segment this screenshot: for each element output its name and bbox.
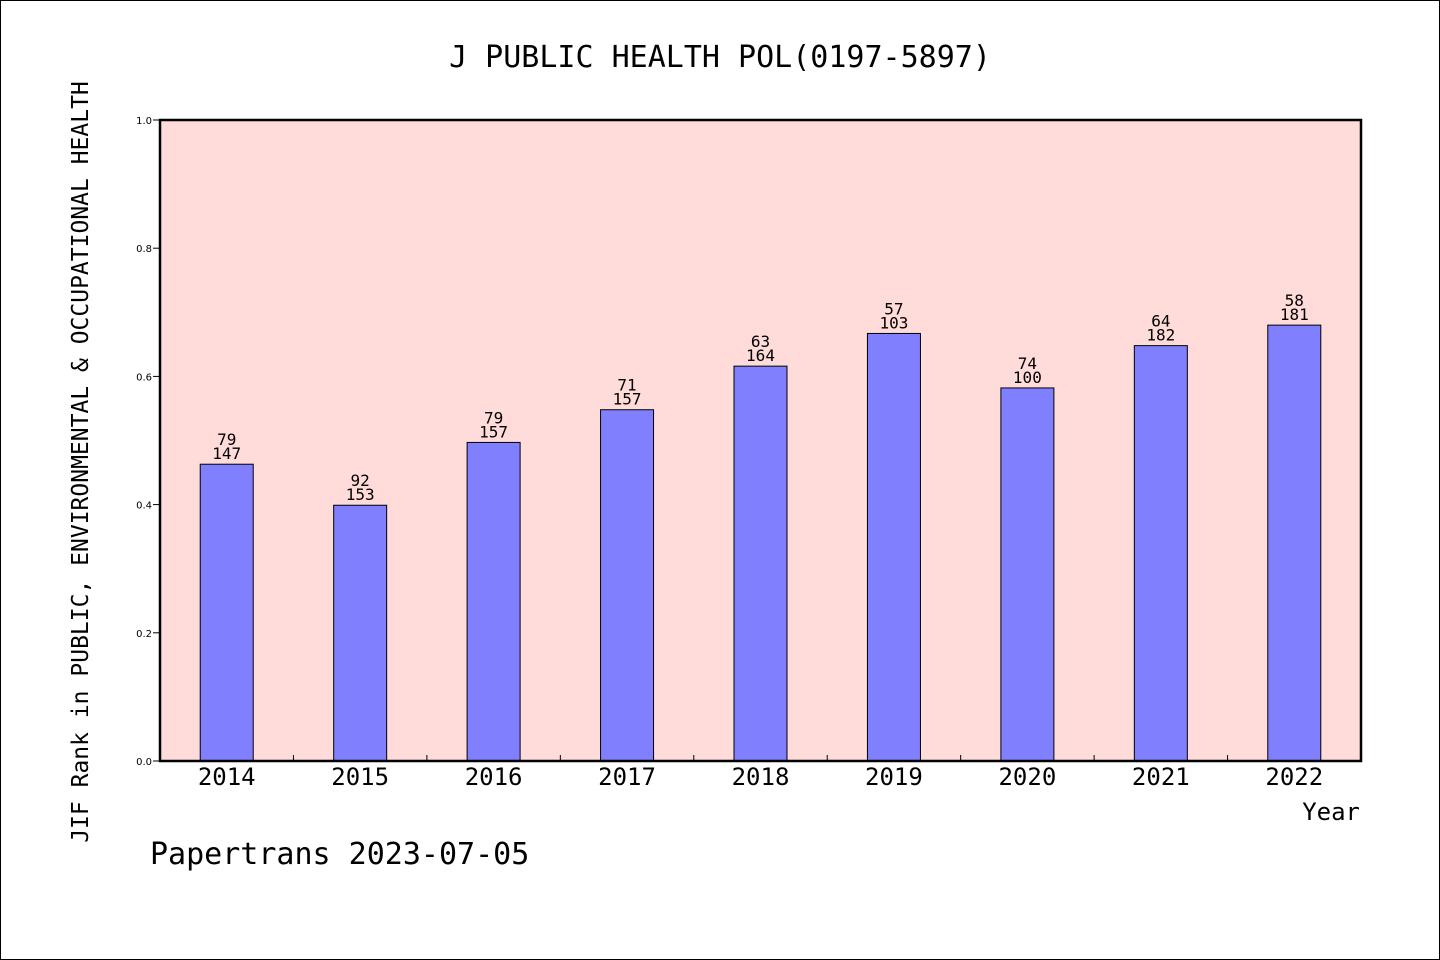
bar-total-label: 153 bbox=[346, 485, 375, 504]
chart-title: J PUBLIC HEALTH POL(0197-5897) bbox=[449, 40, 991, 75]
x-tick-label: 2017 bbox=[598, 763, 656, 791]
bar-total-label: 157 bbox=[479, 422, 508, 441]
bar-rank-label: 74 bbox=[1018, 354, 1037, 373]
x-tick-label: 2014 bbox=[198, 763, 256, 791]
y-tick-label: 0.2 bbox=[136, 629, 152, 640]
x-tick-label: 2022 bbox=[1265, 763, 1323, 791]
plot-border bbox=[158, 118, 1363, 763]
bar-total-label: 181 bbox=[1280, 305, 1309, 324]
x-tick-label: 2018 bbox=[732, 763, 790, 791]
x-tick-label: 2021 bbox=[1132, 763, 1190, 791]
bar-rank-label: 79 bbox=[484, 408, 503, 427]
y-tick-label: 0.8 bbox=[136, 244, 152, 255]
bar-total-label: 157 bbox=[613, 390, 642, 409]
y-axis-title: JIF Rank in PUBLIC, ENVIRONMENTAL & OCCU… bbox=[68, 81, 94, 843]
y-tick-label: 0.0 bbox=[136, 757, 152, 768]
bar-2022 bbox=[1267, 324, 1322, 762]
bar-rank-label: 58 bbox=[1285, 291, 1304, 310]
y-tick-label: 1.0 bbox=[136, 116, 152, 127]
bar-2018 bbox=[733, 365, 788, 762]
bar-rank-label: 63 bbox=[751, 332, 770, 351]
bar-total-label: 100 bbox=[1013, 368, 1042, 387]
x-tick-label: 2019 bbox=[865, 763, 923, 791]
footer-watermark: Papertrans 2023-07-05 bbox=[150, 837, 529, 872]
bar-total-label: 103 bbox=[879, 313, 908, 332]
y-tick-label: 0.6 bbox=[136, 372, 152, 383]
bar-total-label: 164 bbox=[746, 346, 775, 365]
bar-rank-label: 71 bbox=[617, 376, 636, 395]
bar-2015 bbox=[333, 504, 388, 762]
bar-rank-label: 57 bbox=[884, 299, 903, 318]
bar-2021 bbox=[1133, 345, 1188, 762]
bar-2014 bbox=[199, 463, 254, 762]
bar-total-label: 147 bbox=[212, 444, 241, 463]
bar-2019 bbox=[866, 332, 921, 762]
bar-2016 bbox=[466, 441, 521, 762]
x-tick-label: 2020 bbox=[998, 763, 1056, 791]
bar-2020 bbox=[1000, 387, 1055, 762]
bar-rank-label: 79 bbox=[217, 430, 236, 449]
bar-2017 bbox=[600, 409, 655, 762]
x-axis-title: Year bbox=[1302, 798, 1360, 826]
x-tick-label: 2015 bbox=[331, 763, 389, 791]
y-tick-label: 0.4 bbox=[136, 501, 152, 512]
x-tick-label: 2016 bbox=[465, 763, 523, 791]
bar-rank-label: 92 bbox=[351, 471, 370, 490]
bar-total-label: 182 bbox=[1146, 326, 1175, 345]
bar-rank-label: 64 bbox=[1151, 312, 1170, 331]
